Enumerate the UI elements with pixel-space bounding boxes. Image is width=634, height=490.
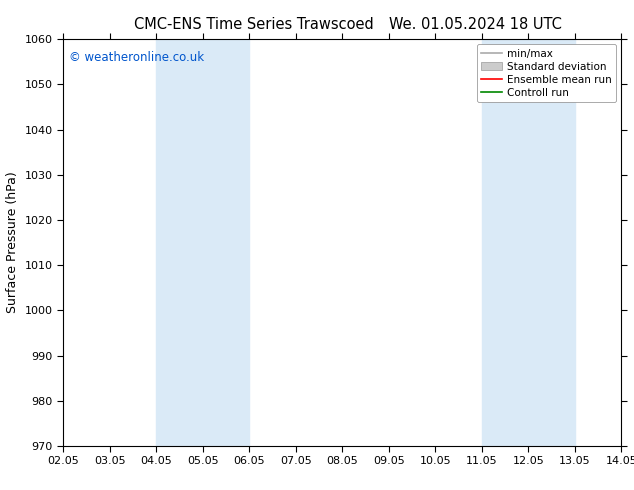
Bar [482, 39, 575, 446]
Text: CMC-ENS Time Series Trawscoed: CMC-ENS Time Series Trawscoed [134, 17, 373, 32]
Text: We. 01.05.2024 18 UTC: We. 01.05.2024 18 UTC [389, 17, 562, 32]
Bar [157, 39, 249, 446]
Text: © weatheronline.co.uk: © weatheronline.co.uk [69, 51, 204, 64]
Legend: min/max, Standard deviation, Ensemble mean run, Controll run: min/max, Standard deviation, Ensemble me… [477, 45, 616, 102]
Y-axis label: Surface Pressure (hPa): Surface Pressure (hPa) [6, 172, 19, 314]
Title: CMC-ENS Time Series Trawscoed      We. 01.05.2024 18 UTC: CMC-ENS Time Series Trawscoed We. 01.05.… [0, 489, 1, 490]
